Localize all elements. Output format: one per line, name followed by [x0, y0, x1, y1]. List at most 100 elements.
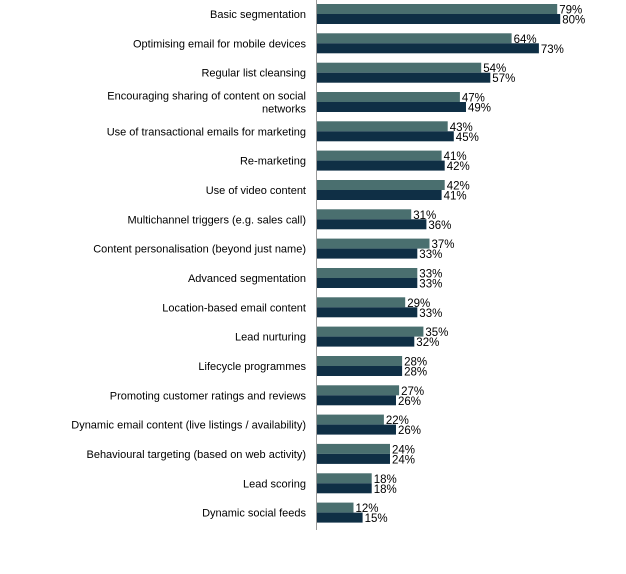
- bar-series-2: [317, 14, 561, 24]
- value-label-series-2: 33%: [419, 249, 442, 261]
- value-label-series-1: 27%: [401, 386, 424, 398]
- category-label-line: Dynamic social feeds: [202, 508, 306, 520]
- category-label-line: Lead scoring: [243, 478, 306, 490]
- value-label-series-2: 24%: [392, 454, 415, 466]
- category-label-line: Lead nurturing: [235, 332, 306, 344]
- category-label: Regular list cleansing: [201, 68, 306, 80]
- value-label-series-2: 18%: [374, 484, 397, 496]
- bar-series-1: [317, 209, 412, 220]
- value-label-series-2: 49%: [468, 103, 491, 115]
- bar-series-1: [317, 180, 445, 190]
- bar-series-2: [317, 483, 372, 494]
- bar-series-2: [317, 131, 454, 142]
- bar-series-1: [317, 238, 430, 249]
- value-label-series-1: 41%: [444, 151, 467, 163]
- bar-series-2: [317, 278, 418, 288]
- value-label-series-1: 64%: [514, 34, 537, 46]
- value-label-series-2: 33%: [419, 308, 442, 320]
- bar-series-1: [317, 268, 418, 278]
- category-label-line: Advanced segmentation: [188, 273, 306, 285]
- bar-series-2: [317, 336, 415, 347]
- value-label-series-1: 29%: [407, 298, 430, 310]
- bar-series-2: [317, 160, 445, 171]
- category-label: Use of transactional emails for marketin…: [107, 126, 306, 138]
- bar-series-2: [317, 453, 390, 464]
- category-label: Dynamic email content (live listings / a…: [71, 420, 306, 432]
- category-label-line: Optimising email for mobile devices: [133, 38, 307, 50]
- category-label: Behavioural targeting (based on web acti…: [86, 449, 306, 461]
- bar-series-2: [317, 366, 403, 376]
- value-labels: 79%80%64%73%54%57%47%49%43%45%41%42%42%4…: [356, 5, 586, 526]
- bar-series-2: [317, 43, 539, 54]
- bar-series-1: [317, 62, 482, 73]
- bar-series-1: [317, 502, 354, 513]
- value-label-series-2: 41%: [444, 191, 467, 203]
- category-label-line: Content personalisation (beyond just nam…: [93, 244, 306, 256]
- value-label-series-1: 31%: [413, 210, 436, 222]
- bar-series-1: [317, 385, 400, 396]
- value-label-series-2: 33%: [419, 279, 442, 291]
- category-label-line: Lifecycle programmes: [198, 361, 306, 373]
- value-label-series-2: 45%: [456, 132, 479, 144]
- category-label: Optimising email for mobile devices: [133, 38, 307, 50]
- value-label-series-1: 33%: [419, 269, 442, 281]
- value-label-series-2: 73%: [541, 44, 564, 56]
- category-label: Lead scoring: [243, 478, 306, 490]
- category-label: Lead nurturing: [235, 332, 306, 344]
- category-labels: Basic segmentation Optimising email for m…: [71, 9, 306, 520]
- bar-series-1: [317, 473, 372, 484]
- value-label-series-2: 26%: [398, 396, 421, 408]
- bar-series-2: [317, 424, 396, 435]
- category-label-line: Behavioural targeting (based on web acti…: [86, 449, 306, 461]
- value-label-series-2: 36%: [428, 220, 451, 232]
- bar-series-2: [317, 307, 418, 318]
- bar-series-2: [317, 102, 466, 112]
- value-label-series-2: 28%: [404, 367, 427, 379]
- value-label-series-1: 37%: [432, 239, 455, 251]
- category-label: Lifecycle programmes: [198, 361, 306, 373]
- category-label-line: Regular list cleansing: [201, 68, 306, 80]
- category-label: Use of video content: [206, 185, 306, 197]
- category-label: Promoting customer ratings and reviews: [110, 390, 307, 402]
- bar-series-1: [317, 356, 403, 366]
- category-label-line: Encouraging sharing of content on social: [107, 91, 306, 103]
- value-label-series-1: 42%: [447, 181, 470, 193]
- bar-series-2: [317, 219, 427, 230]
- value-label-series-2: 32%: [416, 337, 439, 349]
- bar-series-2: [317, 395, 396, 406]
- category-label: Advanced segmentation: [188, 273, 306, 285]
- value-label-series-1: 24%: [392, 444, 415, 456]
- bar-series-1: [317, 121, 448, 132]
- bar-series-1: [317, 414, 384, 425]
- category-label-line: networks: [262, 104, 307, 116]
- bar-series-1: [317, 92, 460, 102]
- value-label-series-2: 15%: [365, 513, 388, 525]
- bar-series-2: [317, 512, 363, 523]
- bar-series-2: [317, 248, 418, 259]
- bar-series-1: [317, 33, 512, 44]
- value-label-series-1: 18%: [374, 474, 397, 486]
- category-label: Content personalisation (beyond just nam…: [93, 244, 306, 256]
- bar-series-1: [317, 326, 424, 337]
- bar-series-1: [317, 297, 406, 308]
- category-label-line: Dynamic email content (live listings / a…: [71, 420, 306, 432]
- category-label: Encouraging sharing of content on social…: [107, 91, 306, 116]
- value-label-series-2: 80%: [562, 15, 585, 27]
- value-label-series-1: 79%: [559, 5, 582, 17]
- value-label-series-1: 35%: [425, 327, 448, 339]
- category-label: Basic segmentation: [210, 9, 306, 21]
- category-label-line: Re-marketing: [240, 156, 306, 168]
- bars-layer: [317, 4, 561, 523]
- bar-series-1: [317, 150, 442, 161]
- value-label-series-1: 47%: [462, 93, 485, 105]
- category-label-line: Location-based email content: [162, 302, 306, 314]
- value-label-series-1: 22%: [386, 415, 409, 427]
- category-label-line: Basic segmentation: [210, 9, 306, 21]
- value-label-series-2: 42%: [447, 161, 470, 173]
- bar-series-1: [317, 443, 390, 454]
- category-label-line: Use of video content: [206, 185, 306, 197]
- category-label: Location-based email content: [162, 302, 306, 314]
- value-label-series-1: 28%: [404, 357, 427, 369]
- category-label: Multichannel triggers (e.g. sales call): [127, 214, 306, 226]
